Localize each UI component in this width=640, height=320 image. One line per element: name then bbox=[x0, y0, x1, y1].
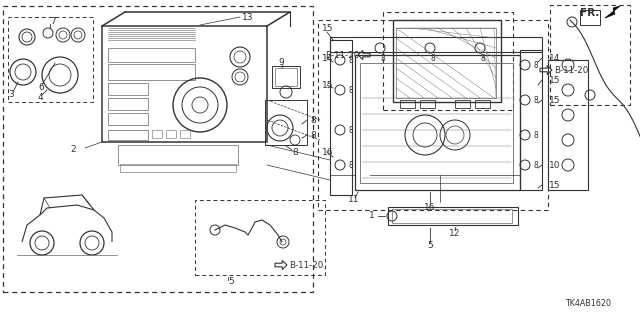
Text: 11: 11 bbox=[348, 196, 360, 204]
Bar bbox=[108, 64, 195, 80]
Text: 8: 8 bbox=[533, 131, 538, 140]
Bar bbox=[108, 130, 148, 140]
Bar bbox=[108, 113, 148, 125]
Text: TK4AB1620: TK4AB1620 bbox=[565, 299, 611, 308]
Text: 15: 15 bbox=[322, 23, 333, 33]
Text: 12: 12 bbox=[449, 228, 461, 237]
Bar bbox=[330, 40, 352, 195]
Bar bbox=[360, 63, 513, 183]
Text: 8: 8 bbox=[533, 161, 538, 170]
Polygon shape bbox=[605, 6, 620, 18]
Bar bbox=[275, 68, 297, 86]
Text: B-11-20: B-11-20 bbox=[289, 260, 323, 269]
Text: 8: 8 bbox=[310, 131, 316, 140]
Bar bbox=[580, 10, 600, 25]
Bar bbox=[108, 83, 148, 95]
Bar bbox=[108, 48, 195, 62]
Text: 7: 7 bbox=[50, 17, 56, 26]
Bar bbox=[265, 100, 307, 145]
Bar bbox=[388, 207, 518, 225]
Bar bbox=[393, 20, 501, 102]
Text: 8: 8 bbox=[310, 116, 316, 124]
Text: 14: 14 bbox=[322, 53, 333, 62]
Bar bbox=[548, 60, 588, 190]
Bar bbox=[520, 50, 542, 190]
Bar bbox=[330, 37, 542, 52]
Text: 10: 10 bbox=[549, 161, 561, 170]
Text: 5: 5 bbox=[228, 277, 234, 286]
Text: 2: 2 bbox=[70, 145, 76, 154]
Bar bbox=[455, 100, 470, 108]
Text: B-11-20: B-11-20 bbox=[325, 51, 359, 60]
Text: 8: 8 bbox=[480, 53, 484, 62]
Text: FR.: FR. bbox=[580, 8, 600, 18]
Text: 15: 15 bbox=[549, 95, 561, 105]
Text: 16: 16 bbox=[322, 148, 333, 156]
Text: 8: 8 bbox=[380, 53, 385, 62]
Bar bbox=[8, 17, 93, 102]
Text: 1: 1 bbox=[369, 212, 375, 220]
Text: 14: 14 bbox=[549, 53, 561, 62]
Text: 8: 8 bbox=[533, 95, 538, 105]
Bar bbox=[118, 145, 238, 165]
Bar bbox=[396, 28, 496, 98]
Text: 8: 8 bbox=[533, 60, 538, 69]
Text: 8: 8 bbox=[348, 55, 353, 65]
Bar bbox=[392, 209, 512, 223]
Bar bbox=[475, 100, 490, 108]
Bar bbox=[120, 164, 236, 172]
Bar bbox=[400, 100, 415, 108]
Bar bbox=[318, 20, 548, 210]
Bar bbox=[420, 100, 435, 108]
Bar bbox=[166, 130, 176, 138]
Bar bbox=[195, 200, 325, 275]
Bar bbox=[102, 26, 267, 142]
Text: 8: 8 bbox=[292, 148, 298, 156]
Text: 8: 8 bbox=[348, 125, 353, 134]
Text: B-11-20: B-11-20 bbox=[554, 66, 588, 75]
Bar bbox=[180, 130, 190, 138]
Bar bbox=[152, 130, 162, 138]
Bar bbox=[272, 66, 300, 88]
Text: 16: 16 bbox=[424, 203, 436, 212]
Text: 8: 8 bbox=[348, 85, 353, 94]
Bar bbox=[550, 5, 630, 105]
Text: 15: 15 bbox=[322, 81, 333, 90]
Text: 15: 15 bbox=[549, 180, 561, 189]
Text: 8: 8 bbox=[348, 161, 353, 170]
Text: 3: 3 bbox=[8, 90, 13, 99]
Bar bbox=[108, 98, 148, 110]
Text: 15: 15 bbox=[549, 76, 561, 84]
Text: 5: 5 bbox=[427, 241, 433, 250]
Text: 6: 6 bbox=[38, 83, 44, 92]
Bar bbox=[3, 6, 313, 292]
Text: 13: 13 bbox=[242, 12, 253, 21]
Text: 8: 8 bbox=[430, 53, 435, 62]
Text: 9: 9 bbox=[278, 58, 284, 67]
Bar bbox=[355, 55, 520, 190]
Text: 4: 4 bbox=[38, 92, 44, 101]
Bar bbox=[383, 12, 513, 110]
